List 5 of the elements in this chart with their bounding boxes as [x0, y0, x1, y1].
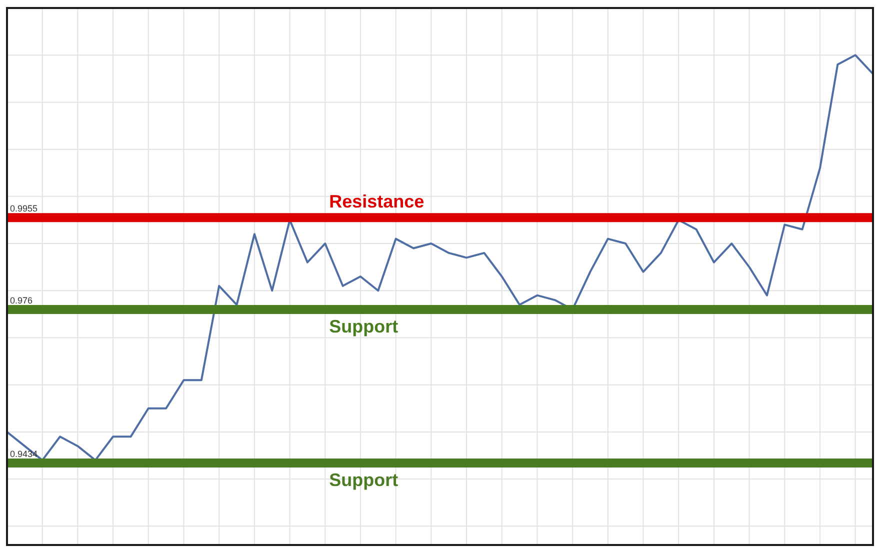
y-tick-label: 0.976 — [10, 295, 33, 306]
ref-line-label: Resistance — [329, 192, 424, 212]
ref-line-label: Support — [329, 470, 398, 490]
ref-line-label: Support — [329, 316, 398, 336]
y-tick-label: 0.9955 — [10, 204, 38, 214]
